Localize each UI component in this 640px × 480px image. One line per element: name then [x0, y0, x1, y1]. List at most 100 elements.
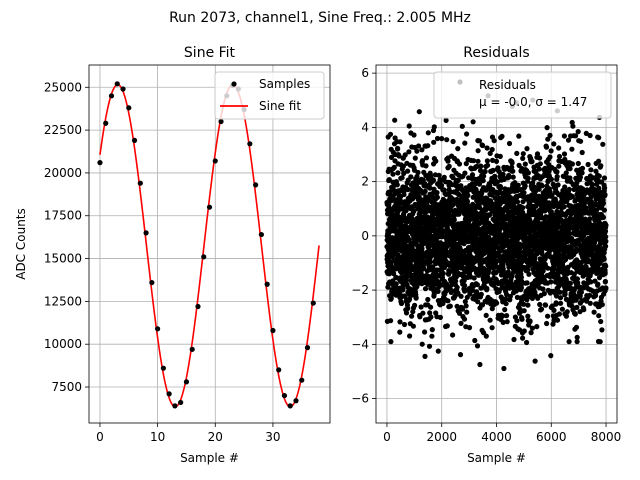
residual-point [393, 281, 399, 287]
residual-point [572, 311, 578, 317]
residual-point [579, 165, 586, 171]
residual-point [387, 189, 393, 195]
residual-point [434, 135, 441, 142]
residual-point [509, 164, 515, 170]
residual-point [565, 137, 572, 143]
legend-residuals-marker [457, 79, 463, 85]
residual-point [402, 293, 408, 300]
sample-point [310, 300, 316, 306]
residual-point [450, 138, 456, 145]
residual-point [545, 313, 551, 319]
residual-point [473, 187, 479, 193]
residual-point [489, 306, 495, 312]
residual-point [524, 146, 530, 152]
residual-point [454, 284, 460, 290]
sine-fit-ytick-label: 12500 [44, 294, 82, 308]
residual-point [538, 306, 545, 312]
residual-point [555, 182, 561, 188]
residual-point [524, 339, 530, 346]
residual-point [529, 325, 536, 331]
residual-point [587, 292, 593, 298]
residual-point [540, 268, 546, 274]
residual-point [422, 286, 429, 292]
residual-point [602, 185, 608, 191]
residual-point [416, 109, 422, 115]
residual-point [485, 162, 491, 168]
residual-point [446, 163, 452, 169]
sine-fit-ylabel: ADC Counts [14, 208, 28, 280]
residual-point [403, 208, 409, 214]
residual-point [475, 299, 481, 305]
sine-fit-xtick-label: 0 [96, 430, 104, 444]
residual-point [553, 300, 559, 306]
residual-point [575, 129, 581, 135]
sample-point [103, 120, 109, 126]
residual-point [507, 293, 513, 299]
residual-point [388, 318, 394, 324]
residual-point [496, 169, 502, 175]
residual-point [562, 291, 568, 297]
residual-point [588, 279, 594, 285]
legend-samples-label: Samples [259, 77, 310, 91]
residual-point [554, 317, 561, 323]
residual-point [427, 259, 433, 265]
sample-point [195, 303, 201, 310]
residual-point [434, 194, 440, 200]
residual-point [422, 353, 428, 359]
residual-point [543, 144, 550, 150]
residual-point [419, 158, 426, 164]
residual-point [567, 280, 574, 286]
legend-residuals-stats: μ = -0.0, σ = 1.47 [479, 95, 587, 109]
residual-point [556, 145, 562, 151]
residual-point [433, 158, 439, 164]
residual-point [508, 195, 514, 201]
residual-point [392, 117, 398, 123]
residual-point [548, 148, 554, 154]
residual-point [462, 299, 468, 305]
residual-point [483, 312, 489, 318]
residual-point [490, 167, 496, 173]
residual-point [464, 309, 470, 315]
residual-point [493, 269, 499, 276]
residual-point [500, 171, 506, 177]
residual-point [575, 160, 581, 167]
residual-point [602, 269, 608, 275]
residual-point [503, 301, 509, 307]
residual-point [569, 146, 575, 152]
residual-point [497, 183, 503, 190]
figure-title: Run 2073, channel1, Sine Freq.: 2.005 MH… [169, 10, 471, 26]
residual-point [405, 305, 411, 311]
sine-fit-xtick-label: 10 [150, 430, 165, 444]
residual-point [487, 223, 494, 229]
residual-point [428, 314, 434, 320]
residual-point [518, 285, 525, 291]
residual-point [506, 140, 513, 147]
residual-point [412, 155, 418, 161]
sample-point [183, 379, 190, 385]
residual-point [549, 193, 555, 199]
residual-point [569, 193, 576, 200]
residual-point [446, 212, 452, 218]
residual-point [480, 178, 486, 184]
sample-point [218, 118, 224, 125]
residual-point [556, 153, 563, 160]
residual-point [577, 174, 584, 180]
residual-point [495, 280, 501, 287]
sine-fit-xlabel: Sample # [180, 451, 239, 465]
residual-point [415, 169, 421, 176]
residual-point [391, 164, 397, 170]
residual-point [418, 304, 424, 310]
residuals-ytick-label: −6 [351, 392, 369, 406]
residual-point [437, 314, 443, 320]
residual-point [508, 199, 514, 205]
residual-point [567, 231, 573, 237]
residual-point [395, 145, 401, 151]
sample-point [97, 160, 103, 166]
sample-point [114, 81, 120, 87]
residual-point [525, 302, 531, 308]
residual-point [514, 318, 520, 324]
residual-point [574, 304, 580, 310]
residual-point [596, 313, 602, 319]
residual-point [419, 341, 425, 347]
residual-point [494, 179, 501, 185]
